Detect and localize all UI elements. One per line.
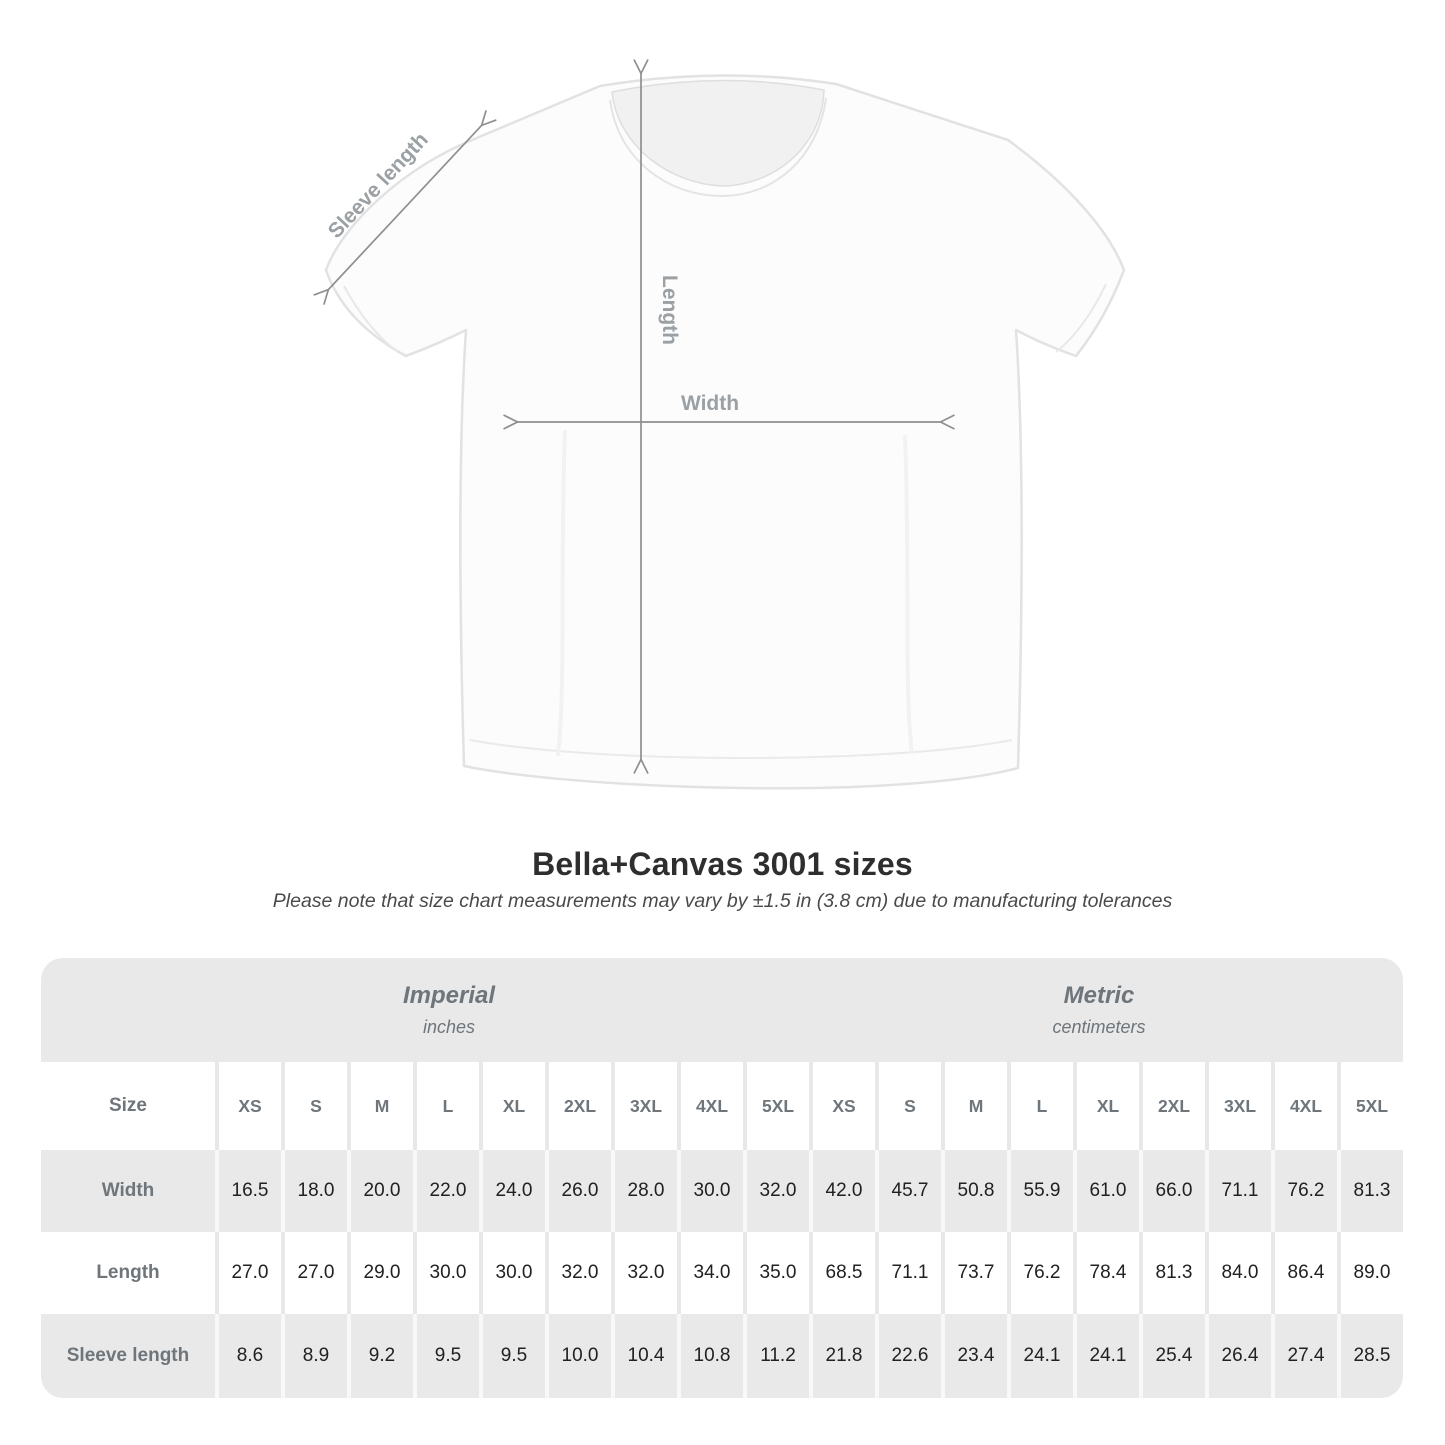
size-header: 4XL [677,1062,743,1150]
cell: 24.1 [1073,1314,1139,1398]
cell: 68.5 [809,1232,875,1314]
sleeve-length-arrow [313,110,497,305]
cell: 81.3 [1139,1232,1205,1314]
cell: 21.8 [809,1314,875,1398]
cell: 8.9 [281,1314,347,1398]
cell: 55.9 [1007,1150,1073,1232]
cell: 84.0 [1205,1232,1271,1314]
cell: 71.1 [875,1232,941,1314]
cell: 32.0 [743,1150,809,1232]
cell: 27.4 [1271,1314,1337,1398]
size-header: XL [1073,1062,1139,1150]
cell: 50.8 [941,1150,1007,1232]
width-label: Width [681,392,739,415]
cell: 86.4 [1271,1232,1337,1314]
cell: 35.0 [743,1232,809,1314]
size-header: XL [479,1062,545,1150]
size-header: S [281,1062,347,1150]
cell: 32.0 [611,1232,677,1314]
cell: 81.3 [1337,1150,1403,1232]
cell: 26.4 [1205,1314,1271,1398]
cell: 71.1 [1205,1150,1271,1232]
size-table: Imperial inches Metric centimeters Size … [41,958,1403,1398]
cell: 25.4 [1139,1314,1205,1398]
size-header: 4XL [1271,1062,1337,1150]
metric-group-header: Metric centimeters [809,958,1403,1062]
cell: 8.6 [215,1314,281,1398]
size-header: L [413,1062,479,1150]
cell: 76.2 [1007,1232,1073,1314]
page-title: Bella+Canvas 3001 sizes [532,846,913,882]
cell: 30.0 [413,1232,479,1314]
cell: 28.0 [611,1150,677,1232]
page-subtitle: Please note that size chart measurements… [272,890,1173,912]
cell: 22.6 [875,1314,941,1398]
cell: 9.2 [347,1314,413,1398]
length-label: Length [658,275,681,345]
cell: 26.0 [545,1150,611,1232]
cell: 30.0 [677,1150,743,1232]
imperial-unit: inches [422,1017,476,1037]
row-label-length: Length [41,1232,215,1314]
cell: 23.4 [941,1314,1007,1398]
tshirt-graphic [324,74,1126,790]
length-row: Length 27.0 27.0 29.0 30.0 30.0 32.0 32.… [41,1232,1403,1314]
cell: 27.0 [215,1232,281,1314]
size-header: XS [215,1062,281,1150]
size-column-header: Size [41,1062,215,1150]
size-header: M [941,1062,1007,1150]
cell: 89.0 [1337,1232,1403,1314]
size-header-row: Size XS S M L XL 2XL 3XL 4XL 5XL XS S M … [41,1062,1403,1150]
cell: 9.5 [479,1314,545,1398]
row-label-width: Width [41,1150,215,1232]
cell: 24.0 [479,1150,545,1232]
size-header: 3XL [1205,1062,1271,1150]
cell: 18.0 [281,1150,347,1232]
cell: 32.0 [545,1232,611,1314]
metric-unit: centimeters [1052,1017,1146,1037]
tshirt-measurement-diagram: Sleeve length Length Width [313,59,1126,790]
size-header: XS [809,1062,875,1150]
cell: 29.0 [347,1232,413,1314]
cell: 73.7 [941,1232,1007,1314]
row-label-sleeve-length: Sleeve length [41,1314,215,1398]
cell: 30.0 [479,1232,545,1314]
cell: 20.0 [347,1150,413,1232]
size-header: 5XL [743,1062,809,1150]
cell: 66.0 [1139,1150,1205,1232]
cell: 27.0 [281,1232,347,1314]
cell: 61.0 [1073,1150,1139,1232]
width-row: Width 16.5 18.0 20.0 22.0 24.0 26.0 28.0… [41,1150,1403,1232]
cell: 45.7 [875,1150,941,1232]
imperial-label: Imperial [402,982,496,1009]
cell: 28.5 [1337,1314,1403,1398]
cell: 24.1 [1007,1314,1073,1398]
cell: 34.0 [677,1232,743,1314]
size-header: 2XL [1139,1062,1205,1150]
cell: 16.5 [215,1150,281,1232]
size-header: L [1007,1062,1073,1150]
cell: 78.4 [1073,1232,1139,1314]
cell: 10.8 [677,1314,743,1398]
cell: 10.4 [611,1314,677,1398]
cell: 22.0 [413,1150,479,1232]
cell: 76.2 [1271,1150,1337,1232]
metric-label: Metric [1063,982,1135,1009]
cell: 9.5 [413,1314,479,1398]
size-table-card: Imperial inches Metric centimeters Size … [41,958,1403,1398]
imperial-group-header: Imperial inches [41,958,809,1062]
collar [611,79,825,187]
size-header: 3XL [611,1062,677,1150]
size-header: 5XL [1337,1062,1403,1150]
size-header: M [347,1062,413,1150]
cell: 11.2 [743,1314,809,1398]
unit-group-row: Imperial inches Metric centimeters [41,958,1403,1062]
size-header: S [875,1062,941,1150]
sleeve-length-row: Sleeve length 8.6 8.9 9.2 9.5 9.5 10.0 1… [41,1314,1403,1398]
cell: 42.0 [809,1150,875,1232]
size-header: 2XL [545,1062,611,1150]
cell: 10.0 [545,1314,611,1398]
